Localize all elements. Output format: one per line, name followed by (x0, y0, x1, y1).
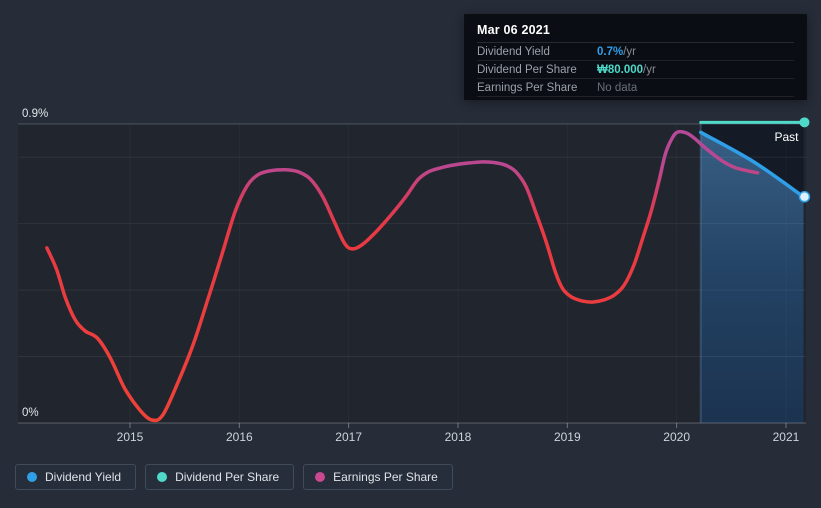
tooltip-value-dividend-yield: 0.7% (597, 45, 624, 58)
past-label: Past (774, 130, 799, 144)
dividend-per-share-endpoint-dot (799, 117, 810, 128)
tooltip-row-dividend-per-share: Dividend Per Share ₩80.000 /yr (477, 61, 794, 79)
dividend-yield-endpoint-dot (798, 191, 811, 203)
x-tick-label: 2021 (773, 430, 800, 444)
earnings-per-share-dot-icon (315, 472, 326, 482)
tooltip-label-dividend-per-share: Dividend Per Share (477, 63, 577, 76)
y-axis-label: 0.9% (22, 108, 48, 120)
tooltip-row-earnings-per-share: Earnings Per Share No data (477, 79, 794, 97)
tooltip-suffix-dividend-yield: /yr (623, 45, 636, 58)
legend-item-dividend-yield[interactable]: Dividend Yield (15, 464, 137, 490)
x-tick-label: 2017 (335, 430, 362, 444)
legend-label-earnings-per-share: Earnings Per Share (333, 470, 438, 484)
chart-legend: Dividend Yield Dividend Per Share Earnin… (15, 464, 453, 490)
dividend-yield-dot-icon (27, 472, 37, 482)
dividend-per-share-dot-icon (157, 472, 168, 482)
legend-label-dividend-yield: Dividend Yield (45, 470, 122, 484)
x-tick-label: 2018 (445, 430, 472, 444)
dividend-chart[interactable]: 2015 2016 2017 2018 2019 2020 2021 0.9% 0% Past (0, 0, 821, 460)
dividend-yield-forecast-line (698, 130, 806, 199)
legend-label-dividend-per-share: Dividend Per Share (175, 470, 280, 484)
x-tick-label: 2020 (663, 430, 690, 444)
dividend-yield-area (700, 132, 804, 424)
y-axis-label: 0% (22, 407, 39, 419)
x-tick-label: 2015 (117, 430, 144, 444)
tooltip-value-earnings-per-share: No data (597, 81, 638, 94)
tooltip-value-dividend-per-share: ₩80.000 (597, 63, 644, 76)
tooltip-suffix-dividend-per-share: /yr (643, 63, 656, 76)
tooltip-label-earnings-per-share: Earnings Per Share (477, 81, 578, 94)
x-tick-label: 2016 (226, 430, 253, 444)
plot-area (18, 124, 806, 423)
tooltip-label-dividend-yield: Dividend Yield (477, 45, 550, 58)
chart-tooltip: Mar 06 2021 Dividend Yield 0.7% /yr Divi… (465, 15, 806, 99)
legend-item-earnings-per-share[interactable]: Earnings Per Share (303, 464, 453, 490)
tooltip-row-dividend-yield: Dividend Yield 0.7% /yr (477, 43, 794, 61)
x-tick-label: 2019 (554, 430, 581, 444)
tooltip-date: Mar 06 2021 (477, 20, 794, 43)
dividend-yield-history-line (45, 129, 760, 423)
legend-item-dividend-per-share[interactable]: Dividend Per Share (145, 464, 295, 490)
